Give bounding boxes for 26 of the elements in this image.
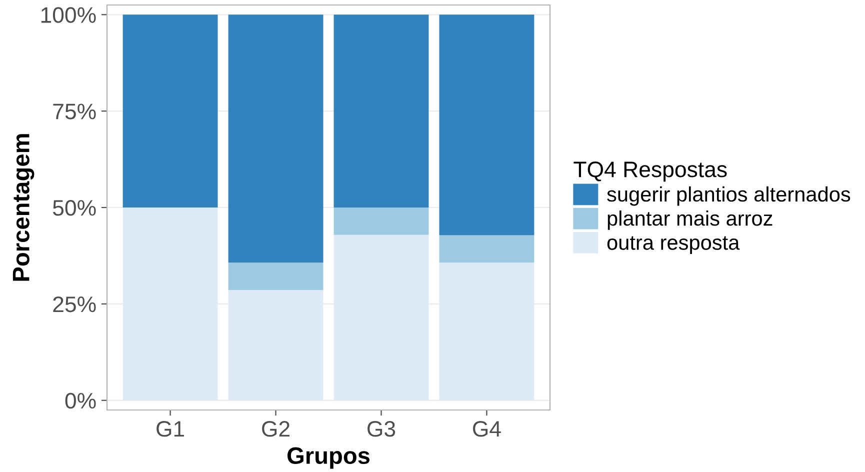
bar — [334, 14, 429, 208]
legend-label: sugerir plantios alternados — [607, 186, 850, 206]
x-tick-label: G1 — [156, 421, 184, 437]
y-axis-title: Porcentagem — [12, 134, 34, 281]
y-tick-label: 100% — [41, 7, 96, 23]
bar — [228, 290, 324, 400]
y-tick-label: 0% — [65, 392, 96, 409]
legend-title: TQ4 Respostas — [574, 162, 727, 182]
x-tick-label: G2 — [262, 421, 290, 437]
bar — [439, 14, 534, 236]
y-tick-label: 50% — [52, 200, 96, 216]
bar — [439, 262, 534, 400]
bar — [334, 208, 429, 235]
bar — [228, 14, 324, 263]
legend-label: outra resposta — [607, 236, 740, 254]
legend-label: plantar mais arroz — [608, 210, 772, 230]
bar — [439, 235, 534, 263]
x-tick-label: G3 — [368, 421, 396, 437]
bar — [122, 208, 218, 400]
x-axis-title: Grupos — [287, 447, 370, 469]
bar — [334, 234, 429, 400]
x-tick-label: G4 — [473, 421, 501, 437]
y-tick-label: 75% — [53, 104, 96, 120]
bar — [122, 14, 218, 208]
y-tick-label: 25% — [53, 296, 96, 312]
bar — [228, 262, 324, 290]
